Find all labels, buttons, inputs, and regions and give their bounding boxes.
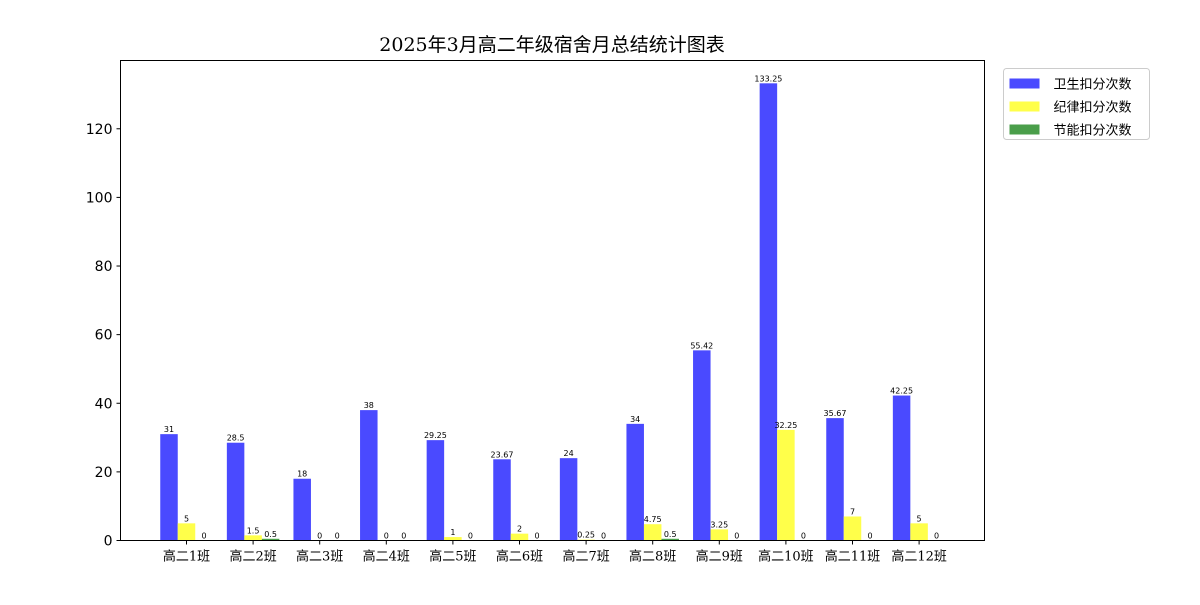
- bar-1-9: [693, 350, 711, 541]
- x-tick-label: 高二11班: [825, 549, 881, 565]
- x-tick-label: 高二6班: [496, 549, 543, 565]
- bar-value-label: 0.5: [664, 530, 677, 539]
- x-tick-label: 高二12班: [891, 549, 947, 565]
- bar-2-5: [444, 537, 462, 541]
- legend-swatch: [1009, 101, 1040, 112]
- bar-2-9: [710, 529, 729, 541]
- y-tick-label: 80: [95, 259, 113, 275]
- bar-1-6: [493, 459, 511, 541]
- bar-value-label: 0: [317, 532, 322, 541]
- bar-2-11: [843, 516, 862, 541]
- bar-value-label: 7: [850, 507, 855, 516]
- bar-2-6: [510, 533, 529, 541]
- bar-value-label: 5: [917, 514, 922, 523]
- bar-value-label: 38: [364, 401, 374, 410]
- y-axis: 0 20 40 60 80 100 120: [86, 122, 121, 550]
- bar-value-label: 0: [934, 532, 939, 541]
- x-tick-label: 高二4班: [363, 549, 410, 565]
- bar-1-8: [626, 423, 644, 541]
- bar-1-11: [826, 418, 844, 541]
- bar-1-5: [426, 440, 445, 541]
- bar-2-2: [244, 535, 262, 541]
- bars-layer: [160, 83, 928, 541]
- bar-value-label: 3.25: [710, 520, 728, 529]
- y-tick-label: 60: [95, 328, 113, 344]
- x-tick-label: 高二1班: [163, 549, 210, 565]
- bar-1-1: [160, 434, 178, 541]
- bar-labels-layer: 31 5 0 28.5 1.5 0.5 18 0 0 38 0 0 29.25 1 0 23.67 2 0 24 0.…: [164, 74, 939, 540]
- bar-value-label: 0: [801, 532, 806, 541]
- bar-value-label: 18: [297, 470, 307, 479]
- bar-1-2: [226, 442, 245, 541]
- y-tick-label: 40: [95, 396, 113, 412]
- bar-value-label: 1.5: [247, 526, 260, 535]
- bar-value-label: 133.25: [754, 74, 782, 83]
- legend-entry-label: 节能扣分次数: [1054, 123, 1132, 139]
- bar-value-label: 24: [564, 449, 574, 458]
- bar-2-8: [643, 524, 662, 541]
- x-tick-label: 高二10班: [758, 549, 814, 565]
- bar-value-label: 31: [164, 425, 174, 434]
- bar-1-7: [559, 458, 578, 541]
- bar-value-label: 32.25: [774, 421, 797, 430]
- legend-swatch: [1009, 78, 1040, 89]
- x-tick-label: 高二5班: [429, 549, 476, 565]
- bar-value-label: 23.67: [491, 450, 514, 459]
- y-tick-label: 100: [86, 190, 113, 206]
- bar-value-label: 4.75: [644, 515, 662, 524]
- bar-value-label: 0: [384, 532, 389, 541]
- legend-swatch: [1009, 124, 1040, 135]
- legend-entry-label: 纪律扣分次数: [1054, 100, 1132, 116]
- bar-3-2: [261, 538, 280, 541]
- x-tick-label: 高二2班: [229, 549, 276, 565]
- bar-value-label: 0: [335, 532, 340, 541]
- bar-value-label: 0.5: [264, 530, 277, 539]
- bar-value-label: 0: [867, 532, 872, 541]
- bar-value-label: 0: [534, 532, 539, 541]
- bar-value-label: 0: [401, 532, 406, 541]
- bar-value-label: 55.42: [690, 341, 713, 350]
- bar-value-label: 0: [468, 532, 473, 541]
- bar-value-label: 0: [601, 532, 606, 541]
- bar-value-label: 5: [184, 514, 189, 523]
- legend-box: [1003, 68, 1150, 140]
- bar-1-3: [293, 478, 311, 541]
- bar-value-label: 2: [517, 525, 522, 534]
- y-tick-label: 20: [95, 465, 113, 481]
- x-axis: 高二1班 高二2班 高二3班 高二4班 高二5班 高二6班 高二7班 高二8班 高二9班 高二10…: [163, 540, 947, 565]
- x-tick-label: 高二9班: [696, 549, 743, 565]
- y-tick-label: 0: [104, 534, 113, 550]
- y-tick-label: 120: [86, 122, 113, 138]
- x-tick-label: 高二3班: [296, 549, 343, 565]
- bar-value-label: 0.25: [577, 531, 595, 540]
- bar-1-4: [360, 410, 378, 541]
- bar-3-8: [661, 538, 679, 541]
- bar-value-label: 34: [630, 415, 640, 424]
- chart-title: 2025年3月高二年级宿舍月总结统计图表: [379, 34, 724, 56]
- x-tick-label: 高二7班: [562, 549, 609, 565]
- legend-entry-label: 卫生扣分次数: [1054, 77, 1132, 93]
- bar-2-1: [177, 523, 196, 541]
- bar-value-label: 29.25: [424, 431, 447, 440]
- bar-1-12: [892, 395, 911, 541]
- x-tick-label: 高二8班: [629, 549, 676, 565]
- bar-value-label: 1: [450, 528, 455, 537]
- bar-value-label: 35.67: [824, 409, 847, 418]
- bar-value-label: 0: [201, 532, 206, 541]
- bar-value-label: 28.5: [227, 434, 245, 443]
- plot-frame: [120, 60, 985, 541]
- bar-2-10: [777, 429, 795, 541]
- bar-2-12: [910, 523, 928, 541]
- bar-1-10: [759, 83, 778, 541]
- bar-value-label: 0: [734, 532, 739, 541]
- bar-value-label: 42.25: [890, 387, 913, 396]
